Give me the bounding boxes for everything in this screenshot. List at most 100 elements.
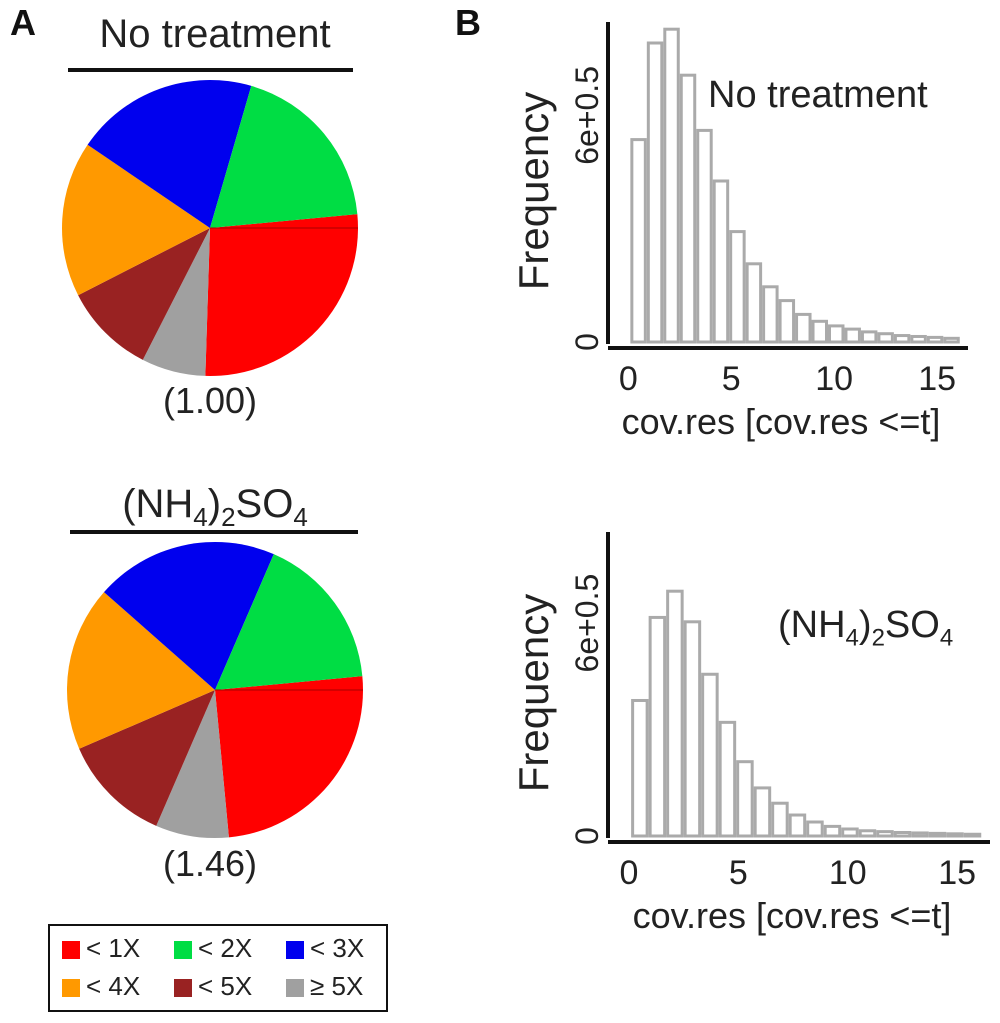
hist-1-bar (893, 334, 911, 344)
pie-2-title-p4: 2 (221, 502, 236, 532)
pie-1-value-label: (1.00) (162, 380, 258, 421)
hist-1-x-tick-0: 0 (619, 360, 638, 398)
legend-label-lt3x: < 3X (310, 933, 365, 963)
pie-2-title-p6: 4 (293, 502, 308, 532)
hist-2-bar (858, 829, 877, 838)
pie-2-title-p2: 4 (193, 502, 208, 532)
pie-2-title-p1: (NH (122, 482, 194, 526)
hist-2-annotation: (NH4)2SO4 (778, 604, 953, 653)
hist-2-annot-p4: 2 (871, 624, 885, 652)
hist-2-y-label: Frequency (510, 594, 557, 792)
legend-label-lt1x: < 1X (86, 933, 141, 963)
pie-1-slice-lt2x (210, 85, 358, 229)
hist-1-bar (696, 128, 713, 344)
hist-2-annot-p3: ) (858, 604, 872, 646)
pie-2-slice-ge5x (156, 690, 229, 838)
pie-2-slice-lt4x (67, 592, 216, 749)
hist-1-bar (844, 327, 861, 344)
hist-2-bar (928, 831, 947, 838)
legend-swatch-lt1x (62, 941, 80, 959)
hist-1-x-tick-1: 5 (722, 360, 741, 398)
hist-1-x-tick-2: 10 (815, 360, 853, 398)
hist-1-bar (762, 285, 779, 344)
pie-2-slice-lt1x (215, 676, 363, 838)
hist-1-y-tick-0: 0 (569, 333, 605, 351)
hist-1-bar (630, 138, 647, 344)
hist-2-x-tick-3: 15 (938, 854, 976, 892)
legend-label-lt4x: < 4X (86, 971, 141, 1001)
hist-1-bar (663, 27, 680, 344)
hist-2-x-tick-2: 10 (829, 854, 867, 892)
hist-1-bar (679, 73, 697, 344)
pie-1-slice-ge5x (142, 228, 210, 376)
hist-2-bar (771, 801, 789, 838)
pie-chart-nh4-2so4 (67, 542, 363, 838)
hist-2-x-tick-0: 0 (619, 854, 638, 892)
hist-2-bar (946, 832, 964, 838)
hist-1-y-tick-1: 6e+0.5 (569, 66, 605, 165)
legend-item-ge5x: ≥ 5X (286, 970, 363, 1002)
hist-1-x-label: cov.res [cov.res <=t] (622, 401, 941, 442)
hist-2-bar (683, 620, 702, 838)
pie-2-title-rule (70, 530, 358, 534)
hist-2-y-tick-1: 6e+0.5 (569, 574, 605, 673)
hist-1-bar (828, 324, 845, 344)
pie-2-title-p5: SO (235, 482, 294, 526)
panel-b-label: B (455, 2, 481, 43)
pie-legend: < 1X < 2X < 3X < 4X < 5X ≥ 5X (48, 924, 388, 1012)
pie-2-slice-lt2x (215, 554, 363, 690)
pie-1-slice-lt5x (78, 228, 210, 360)
hist-2-bar (893, 831, 912, 838)
hist-2-bar (806, 820, 824, 838)
legend-item-lt1x: < 1X (62, 932, 140, 964)
legend-item-lt5x: < 5X (174, 970, 252, 1002)
hist-1-annotation: No treatment (708, 74, 928, 116)
pie-2-title-p3: ) (207, 482, 222, 526)
hist-2-bar (718, 720, 737, 838)
hist-1-y-label: Frequency (510, 92, 557, 290)
legend-label-lt2x: < 2X (198, 933, 253, 963)
legend-swatch-lt4x (62, 979, 80, 997)
pie-2-value-label: (1.46) (162, 843, 258, 884)
hist-1-bar (926, 335, 944, 344)
histogram-nh4-2so4: 0 5 10 15 0 6e+0.5 Frequency cov.res [cov.res <… (510, 532, 990, 936)
hist-2-x-label: cov.res [cov.res <=t] (633, 895, 952, 936)
hist-2-bar (666, 589, 684, 838)
hist-1-bar (811, 319, 829, 344)
histogram-no-treatment: 0 5 10 15 0 6e+0.5 Frequency cov.res [cov.res <… (510, 22, 968, 442)
hist-2-bar (701, 672, 719, 838)
hist-1-bar (860, 330, 878, 344)
pie-1-slice-lt4x (62, 144, 211, 296)
legend-label-ge5x: ≥ 5X (310, 971, 364, 1001)
legend-swatch-lt5x (174, 979, 192, 997)
hist-2-bar (753, 786, 772, 838)
hist-2-y-tick-0: 0 (569, 827, 605, 845)
hist-1-bar (910, 334, 927, 344)
hist-2-annot-p2: 4 (845, 624, 859, 652)
pie-1-title-rule (68, 68, 353, 72)
hist-2-annot-p5: SO (884, 604, 940, 646)
hist-2-bar (823, 824, 842, 838)
pie-1-slice-lt1x (205, 214, 358, 376)
hist-1-bar (943, 336, 960, 344)
pie-1-title: No treatment (99, 12, 331, 56)
legend-label-lt5x: < 5X (198, 971, 253, 1001)
hist-2-x-tick-1: 5 (729, 854, 748, 892)
hist-1-bar (877, 332, 894, 344)
hist-1-bar (795, 312, 812, 344)
legend-swatch-lt3x (286, 941, 304, 959)
legend-swatch-ge5x (286, 979, 304, 997)
hist-2-bar (631, 698, 649, 838)
hist-1-bar (646, 41, 664, 344)
legend-item-lt3x: < 3X (286, 932, 364, 964)
pie-2-slice-lt3x (103, 542, 274, 690)
hist-2-annot-p1: (NH (778, 604, 846, 646)
hist-1-bar (729, 230, 746, 344)
legend-item-lt4x: < 4X (62, 970, 140, 1002)
pie-1-slice-lt3x (87, 80, 252, 228)
hist-1-bar (745, 262, 763, 344)
hist-2-bar (963, 832, 982, 838)
hist-1-bar (778, 299, 796, 344)
hist-2-bar (648, 615, 667, 838)
panel-a-label: A (10, 2, 36, 43)
